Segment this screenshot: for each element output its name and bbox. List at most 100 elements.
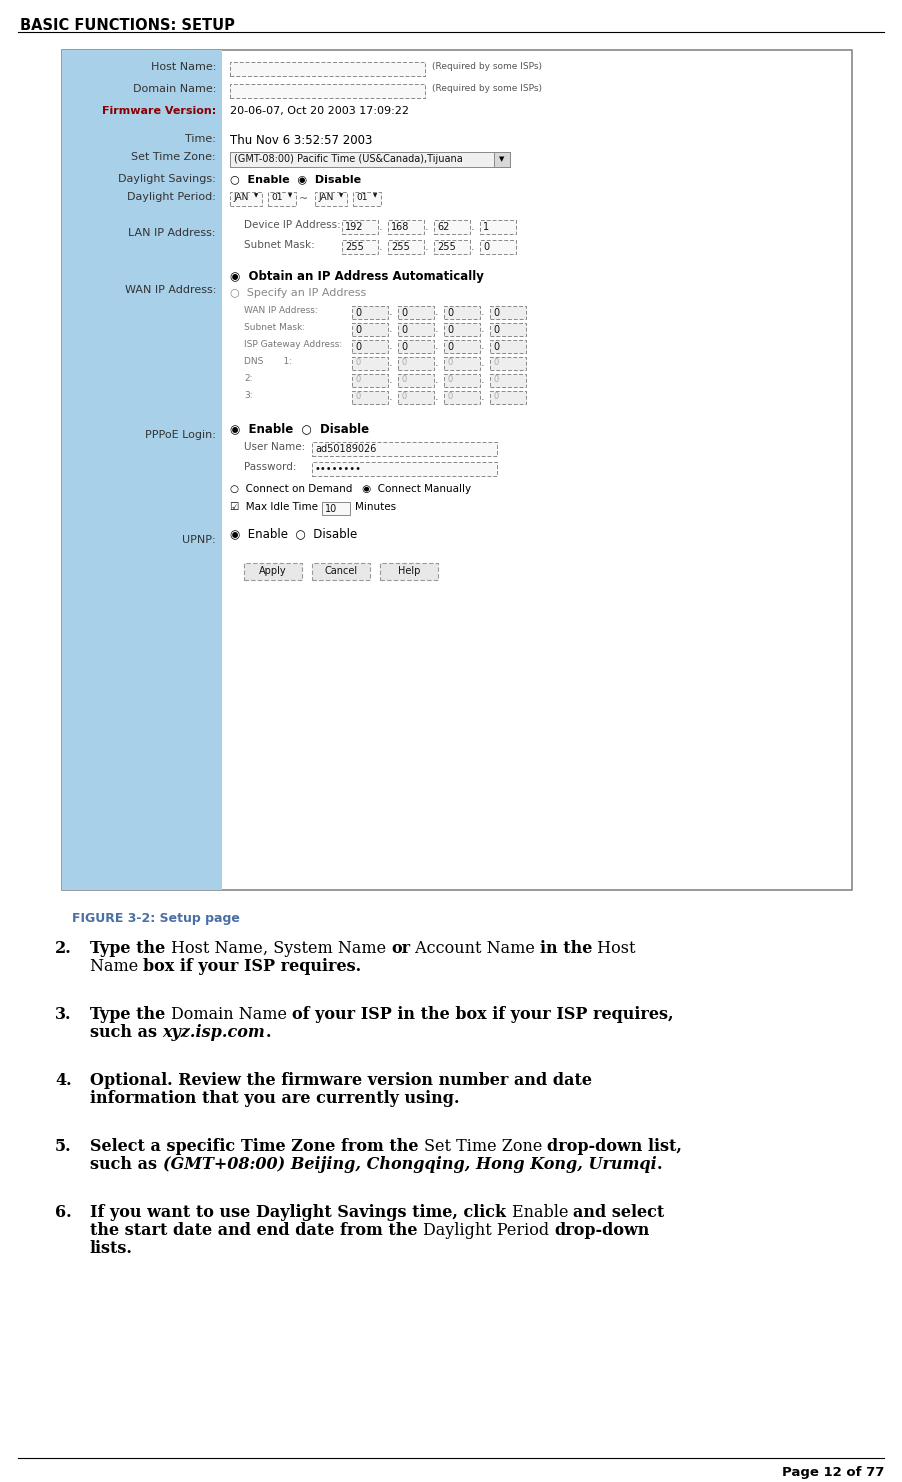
- Text: Optional. Review the firmware version number and date: Optional. Review the firmware version nu…: [90, 1071, 592, 1089]
- Bar: [342, 240, 378, 253]
- Text: 255: 255: [391, 242, 410, 252]
- Bar: [352, 357, 388, 370]
- Bar: [380, 563, 438, 579]
- Text: .: .: [435, 393, 438, 402]
- Text: .: .: [435, 375, 438, 385]
- Bar: [480, 240, 516, 253]
- Bar: [388, 240, 424, 253]
- Text: 10: 10: [325, 504, 337, 514]
- Bar: [312, 442, 497, 456]
- Text: Help: Help: [398, 566, 420, 576]
- Bar: [315, 193, 347, 206]
- Bar: [398, 305, 434, 319]
- Text: .: .: [481, 341, 484, 351]
- Text: .: .: [481, 325, 484, 333]
- Text: .: .: [657, 1156, 662, 1172]
- Bar: [230, 62, 425, 76]
- Text: 62: 62: [437, 222, 449, 233]
- Text: ▼: ▼: [288, 193, 292, 199]
- Text: 0: 0: [493, 375, 498, 384]
- Text: Firmware Version:: Firmware Version:: [102, 107, 216, 116]
- Text: .: .: [379, 242, 382, 252]
- Text: Time Zone from the: Time Zone from the: [241, 1138, 424, 1154]
- Bar: [352, 373, 388, 387]
- Text: of your ISP in the box if your ISP requires,: of your ISP in the box if your ISP requi…: [292, 1006, 674, 1023]
- Text: 255: 255: [345, 242, 364, 252]
- Bar: [444, 357, 480, 370]
- Text: (GMT-08:00) Pacific Time (US&Canada),Tijuana: (GMT-08:00) Pacific Time (US&Canada),Tij…: [234, 154, 463, 165]
- Text: Type the: Type the: [90, 1006, 170, 1023]
- Text: Daylight Period:: Daylight Period:: [127, 193, 216, 202]
- Text: (GMT+08:00) Beijing, Chongqing, Hong Kong, Urumqi: (GMT+08:00) Beijing, Chongqing, Hong Kon…: [162, 1156, 657, 1172]
- Text: 168: 168: [391, 222, 410, 233]
- Text: .: .: [471, 242, 474, 252]
- Bar: [490, 373, 526, 387]
- Text: the start date and end date from the: the start date and end date from the: [90, 1223, 423, 1239]
- Bar: [444, 391, 480, 405]
- Text: 01: 01: [271, 193, 282, 202]
- Text: 2.: 2.: [55, 940, 72, 957]
- Text: 3.: 3.: [55, 1006, 71, 1023]
- Text: .: .: [435, 341, 438, 351]
- Bar: [353, 193, 381, 206]
- Bar: [434, 219, 470, 234]
- Text: .: .: [425, 242, 428, 252]
- Text: 01: 01: [356, 193, 367, 202]
- Bar: [444, 323, 480, 336]
- Text: Domain Name: Domain Name: [170, 1006, 292, 1023]
- Text: such as: such as: [90, 1024, 162, 1040]
- Bar: [268, 193, 296, 206]
- Text: 0: 0: [401, 375, 406, 384]
- Text: box if your ISP requires.: box if your ISP requires.: [143, 957, 362, 975]
- Text: If you want to use: If you want to use: [90, 1203, 256, 1221]
- Bar: [494, 153, 510, 167]
- Text: .: .: [481, 375, 484, 385]
- Text: ○  Specify an IP Address: ○ Specify an IP Address: [230, 288, 366, 298]
- Bar: [490, 339, 526, 353]
- Text: Time:: Time:: [185, 133, 216, 144]
- Text: 0: 0: [447, 342, 453, 353]
- Text: .: .: [471, 222, 474, 233]
- Text: Daylight Savings time, click: Daylight Savings time, click: [256, 1203, 511, 1221]
- Text: .: .: [481, 393, 484, 402]
- Bar: [444, 373, 480, 387]
- Bar: [490, 391, 526, 405]
- Text: 0: 0: [355, 325, 361, 335]
- Text: Subnet Mask:: Subnet Mask:: [244, 240, 315, 250]
- Text: or: or: [391, 940, 410, 957]
- Bar: [312, 563, 370, 579]
- Text: WAN IP Address:: WAN IP Address:: [124, 285, 216, 295]
- Bar: [490, 357, 526, 370]
- Text: ~: ~: [299, 194, 308, 205]
- Text: ▼: ▼: [254, 193, 258, 199]
- Text: .: .: [389, 341, 392, 351]
- Text: ▼: ▼: [500, 156, 505, 162]
- Text: Enable: Enable: [511, 1203, 573, 1221]
- Text: Host Name:: Host Name:: [151, 62, 216, 73]
- Text: Daylight Savings:: Daylight Savings:: [118, 173, 216, 184]
- Bar: [62, 50, 222, 891]
- Text: ☑  Max Idle Time: ☑ Max Idle Time: [230, 502, 318, 511]
- Text: , System Name: , System Name: [262, 940, 391, 957]
- Text: ISP Gateway Address:: ISP Gateway Address:: [244, 339, 342, 348]
- Text: ad50189026: ad50189026: [315, 445, 376, 453]
- Text: 2:: 2:: [244, 373, 253, 382]
- Text: ◉  Enable  ○  Disable: ◉ Enable ○ Disable: [230, 528, 357, 539]
- Bar: [230, 193, 262, 206]
- Text: (Required by some ISPs): (Required by some ISPs): [432, 84, 542, 93]
- Text: 0: 0: [355, 308, 361, 319]
- Text: .: .: [481, 307, 484, 317]
- Text: JAN: JAN: [318, 193, 334, 202]
- Text: .: .: [435, 325, 438, 333]
- Text: WAN IP Address:: WAN IP Address:: [244, 305, 318, 316]
- Text: UPNP:: UPNP:: [182, 535, 216, 545]
- Text: .: .: [379, 222, 382, 233]
- Text: DNS       1:: DNS 1:: [244, 357, 292, 366]
- Text: 0: 0: [493, 359, 498, 368]
- Text: .: .: [389, 307, 392, 317]
- Text: such as: such as: [90, 1156, 162, 1172]
- Text: 5.: 5.: [55, 1138, 71, 1154]
- Text: Domain Name:: Domain Name:: [133, 84, 216, 93]
- Bar: [230, 153, 510, 167]
- Text: Host Name: Host Name: [170, 940, 262, 957]
